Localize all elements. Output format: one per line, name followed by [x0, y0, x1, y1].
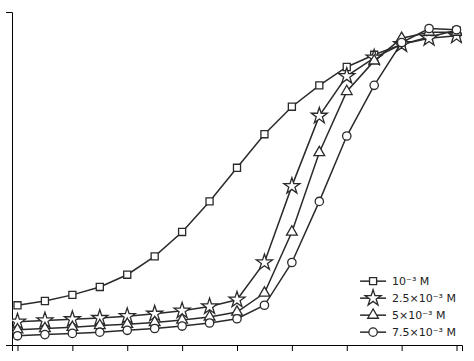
x-tick: [182, 345, 183, 351]
point: [288, 103, 295, 110]
point: [229, 291, 245, 306]
x-tick: [72, 345, 73, 351]
point: [339, 68, 355, 83]
point: [370, 81, 378, 89]
point: [94, 319, 105, 328]
legend-label: 2.5×10⁻³ M: [392, 292, 456, 305]
x-tick-mark: [237, 345, 238, 351]
x-axis-line: [13, 346, 463, 352]
x-tick: [402, 345, 403, 351]
point: [41, 330, 49, 338]
chart: 10⁻³ M 2.5×10⁻³ M 5×10⁻³ M 7.5×10⁻³ M: [0, 0, 474, 361]
legend: 10⁻³ M 2.5×10⁻³ M 5×10⁻³ M 7.5×10⁻³ M: [360, 275, 456, 339]
point: [206, 198, 213, 205]
point: [69, 291, 76, 298]
point: [96, 328, 104, 336]
point: [260, 301, 268, 309]
point: [315, 197, 323, 205]
series-line: [17, 28, 456, 335]
x-tick: [17, 345, 18, 351]
point: [314, 146, 325, 155]
x-tick: [347, 345, 348, 351]
point: [261, 131, 268, 138]
point: [179, 228, 186, 235]
legend-label: 10⁻³ M: [392, 275, 429, 288]
point: [151, 253, 158, 260]
point: [452, 26, 460, 34]
x-tick: [127, 345, 128, 351]
point: [41, 297, 48, 304]
x-tick-mark: [182, 345, 183, 351]
point: [256, 254, 272, 269]
point: [259, 287, 270, 296]
marks: [12, 24, 462, 340]
y-axis: [6, 13, 13, 346]
legend-item: 7.5×10⁻³ M: [360, 326, 456, 339]
legend-label: 5×10⁻³ M: [392, 309, 445, 322]
legend-marker: [370, 278, 377, 285]
x-tick-mark: [402, 345, 403, 351]
point: [451, 26, 462, 35]
point: [316, 82, 323, 89]
legend-marker: [368, 309, 379, 318]
point: [233, 315, 241, 323]
point: [123, 326, 131, 334]
plot-area: 10⁻³ M 2.5×10⁻³ M 5×10⁻³ M 7.5×10⁻³ M: [6, 13, 465, 352]
series-line: [17, 32, 456, 330]
x-tick: [457, 345, 458, 351]
point: [233, 164, 240, 171]
point: [287, 226, 298, 235]
point: [341, 85, 352, 94]
point: [150, 324, 158, 332]
x-tick-mark: [347, 345, 348, 351]
x-tick-mark: [457, 345, 458, 351]
x-tick: [292, 345, 293, 351]
legend-item: 10⁻³ M: [360, 275, 429, 288]
x-tick-mark: [72, 345, 73, 351]
point: [124, 271, 131, 278]
legend-label: 7.5×10⁻³ M: [392, 326, 456, 339]
x-tick-mark: [127, 345, 128, 351]
x-axis: [13, 345, 463, 351]
legend-item: 2.5×10⁻³ M: [360, 290, 456, 305]
legend-marker: [369, 328, 377, 336]
point: [311, 107, 327, 122]
point: [343, 132, 351, 140]
x-tick-mark: [292, 345, 293, 351]
point: [284, 178, 300, 193]
legend-marker: [365, 290, 381, 305]
point: [369, 55, 380, 64]
point: [178, 322, 186, 330]
x-tick: [237, 345, 238, 351]
point: [288, 258, 296, 266]
point: [14, 302, 21, 309]
point: [68, 329, 76, 337]
y-axis-line: [6, 13, 13, 346]
point: [205, 319, 213, 327]
point: [425, 24, 433, 32]
point: [13, 332, 21, 340]
point: [96, 283, 103, 290]
legend-item: 5×10⁻³ M: [360, 309, 445, 322]
point: [232, 306, 243, 315]
x-tick-mark: [17, 345, 18, 351]
series-line: [17, 30, 456, 305]
point: [397, 38, 405, 46]
series-line: [17, 36, 456, 322]
